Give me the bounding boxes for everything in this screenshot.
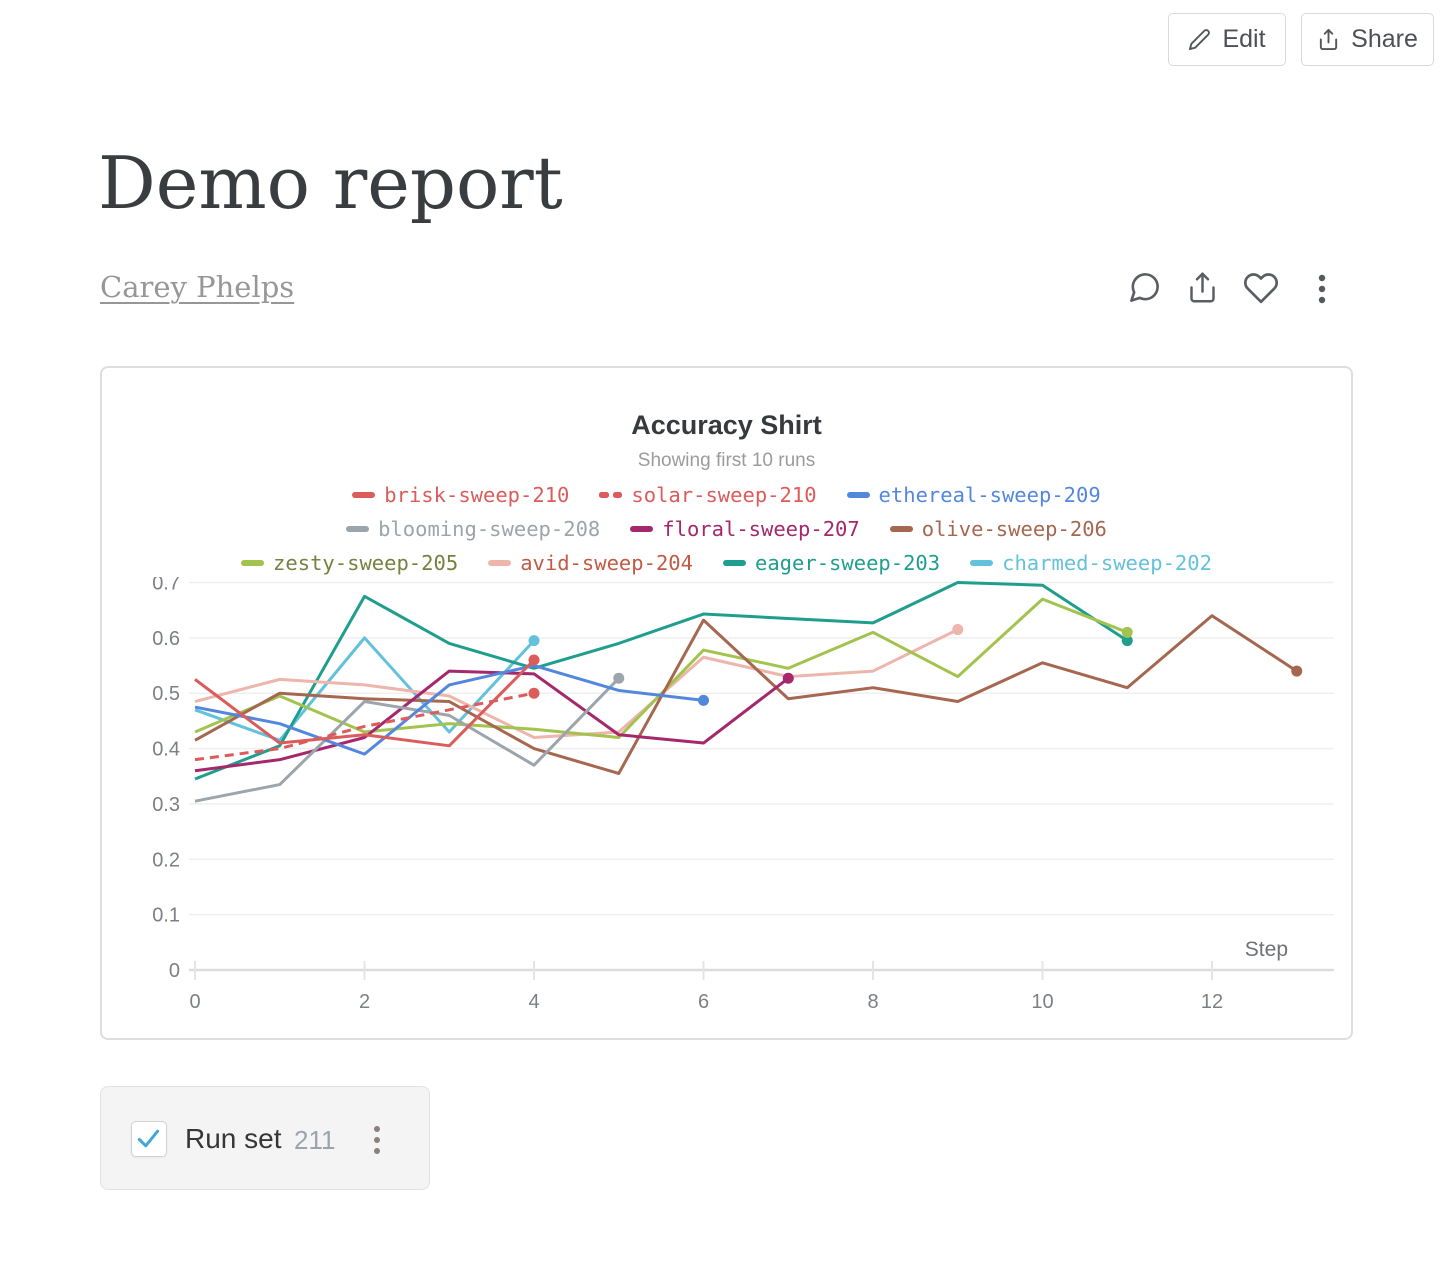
legend-item-brisk-sweep-210[interactable]: brisk-sweep-210 xyxy=(352,483,569,507)
line-zesty-sweep-205[interactable] xyxy=(194,597,1128,740)
legend-item-zesty-sweep-205[interactable]: zesty-sweep-205 xyxy=(241,551,458,575)
legend-label: eager-sweep-203 xyxy=(754,551,941,575)
export-icon[interactable] xyxy=(1186,271,1219,309)
legend-swatch xyxy=(352,492,376,498)
legend-item-avid-sweep-204[interactable]: avid-sweep-204 xyxy=(488,551,693,575)
y-tick-label: 0.4 xyxy=(152,739,180,761)
line-solar-sweep-210[interactable] xyxy=(194,691,535,762)
legend-item-olive-sweep-206[interactable]: olive-sweep-206 xyxy=(889,517,1107,541)
x-tick-label: 12 xyxy=(1201,991,1223,1013)
legend-swatch xyxy=(970,560,994,566)
legend-row: brisk-sweep-210 solar-sweep-210 ethereal-s… xyxy=(102,478,1351,512)
x-tick-label: 6 xyxy=(698,991,709,1013)
runset-checkbox[interactable] xyxy=(131,1121,167,1157)
x-tick-label: 4 xyxy=(528,991,539,1013)
endpoint-charmed-sweep-202 xyxy=(528,635,540,647)
share-up-arrow-icon xyxy=(1320,28,1338,51)
y-tick-label: 0.2 xyxy=(152,849,180,871)
line-ethereal-sweep-209[interactable] xyxy=(194,664,704,756)
runset-count: 211 xyxy=(294,1125,336,1155)
endpoint-avid-sweep-204 xyxy=(952,624,964,636)
legend-swatch xyxy=(241,560,265,566)
comment-bubble-icon[interactable] xyxy=(1127,270,1162,310)
y-tick-label: 0.3 xyxy=(152,794,180,816)
legend-item-eager-sweep-203[interactable]: eager-sweep-203 xyxy=(722,551,941,575)
endpoint-blooming-sweep-208 xyxy=(613,672,625,684)
legend-label: brisk-sweep-210 xyxy=(384,483,570,507)
legend-item-solar-sweep-210[interactable]: solar-sweep-210 xyxy=(599,483,817,507)
chart-plot-area: 0 0.1 0.2 0.3 0.4 0.5 0.6 0.7 0 2 4 6 8 10 12 Step xyxy=(152,577,1334,1013)
legend-label: ethereal-sweep-209 xyxy=(878,483,1101,507)
legend-swatch xyxy=(722,560,746,566)
chart-legend: brisk-sweep-210 solar-sweep-210 ethereal-s… xyxy=(102,478,1351,580)
legend-swatch xyxy=(488,560,512,566)
y-tick-label: 0.1 xyxy=(152,905,180,927)
endpoint-eager-sweep-203 xyxy=(1121,635,1133,647)
x-tick-label: 2 xyxy=(359,991,370,1013)
edit-button[interactable]: Edit xyxy=(1168,13,1286,66)
legend-swatch xyxy=(599,492,623,498)
legend-label: avid-sweep-204 xyxy=(520,551,693,575)
edit-button-label: Edit xyxy=(1222,25,1266,53)
legend-label: zesty-sweep-205 xyxy=(273,551,459,575)
kebab-menu-icon[interactable] xyxy=(1310,273,1334,310)
y-tick-label: 0.5 xyxy=(152,683,180,705)
x-axis-label: Step xyxy=(1245,938,1288,961)
endpoint-olive-sweep-206 xyxy=(1291,665,1303,677)
endpoint-ethereal-sweep-209 xyxy=(698,694,709,706)
line-eager-sweep-203[interactable] xyxy=(194,581,1129,781)
legend-item-ethereal-sweep-209[interactable]: ethereal-sweep-209 xyxy=(846,483,1101,507)
chart-panel[interactable]: Accuracy Shirt Showing first 10 runs bri… xyxy=(100,366,1353,1040)
legend-swatch xyxy=(889,526,913,532)
share-button-label: Share xyxy=(1351,25,1418,53)
checkmark-icon xyxy=(137,1129,160,1148)
heart-icon[interactable] xyxy=(1243,270,1279,311)
legend-label: blooming-sweep-208 xyxy=(378,517,601,541)
y-tick-label: 0 xyxy=(169,960,180,982)
legend-item-charmed-sweep-202[interactable]: charmed-sweep-202 xyxy=(970,551,1212,575)
x-tick-label: 8 xyxy=(867,991,878,1013)
endpoint-zesty-sweep-205 xyxy=(1121,626,1133,638)
line-olive-sweep-206[interactable] xyxy=(194,614,1298,775)
legend-swatch xyxy=(346,526,370,532)
page-title: Demo report xyxy=(98,141,563,225)
runset-card: Run set 211 xyxy=(100,1086,430,1190)
endpoint-solar-sweep-210 xyxy=(528,687,540,699)
runset-label: Run set xyxy=(185,1123,282,1154)
legend-swatch xyxy=(846,492,870,498)
chart-subtitle: Showing first 10 runs xyxy=(637,450,816,471)
legend-label: floral-sweep-207 xyxy=(662,517,860,541)
chart-title: Accuracy Shirt xyxy=(631,410,822,440)
y-tick-label: 0.7 xyxy=(152,577,180,595)
legend-label: solar-sweep-210 xyxy=(631,483,817,507)
legend-item-blooming-sweep-208[interactable]: blooming-sweep-208 xyxy=(346,517,600,541)
legend-item-floral-sweep-207[interactable]: floral-sweep-207 xyxy=(630,517,860,541)
x-tick-label: 0 xyxy=(189,991,200,1013)
author-link[interactable]: Carey Phelps xyxy=(100,270,295,304)
share-button[interactable]: Share xyxy=(1301,13,1434,66)
x-tick-label: 10 xyxy=(1031,991,1053,1013)
endpoint-floral-sweep-207 xyxy=(782,672,794,684)
line-blooming-sweep-208[interactable] xyxy=(194,677,620,803)
legend-label: charmed-sweep-202 xyxy=(1002,551,1212,575)
endpoint-brisk-sweep-210 xyxy=(528,654,540,666)
pencil-icon xyxy=(1189,29,1211,51)
line-floral-sweep-207[interactable] xyxy=(194,669,790,773)
y-tick-label: 0.6 xyxy=(152,628,180,650)
legend-label: olive-sweep-206 xyxy=(921,517,1107,541)
legend-row: blooming-sweep-208 floral-sweep-207 olive-… xyxy=(102,512,1351,546)
line-charmed-sweep-202[interactable] xyxy=(194,636,536,742)
line-brisk-sweep-210[interactable] xyxy=(194,658,536,748)
legend-swatch xyxy=(630,526,654,532)
legend-row: zesty-sweep-205 avid-sweep-204 eager-sweep… xyxy=(102,546,1351,580)
runset-kebab-menu-icon[interactable] xyxy=(369,1123,385,1162)
